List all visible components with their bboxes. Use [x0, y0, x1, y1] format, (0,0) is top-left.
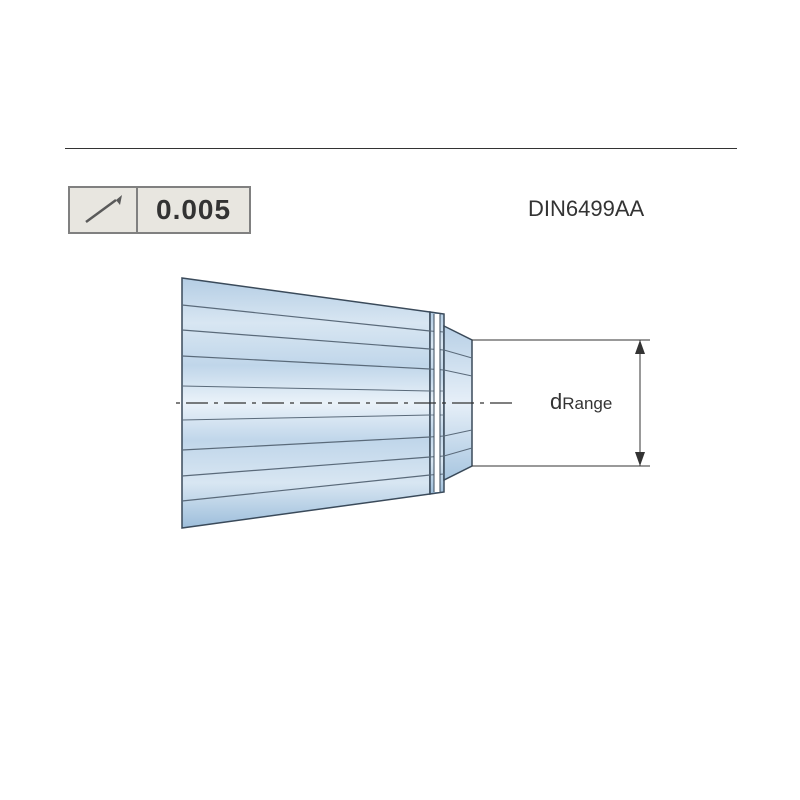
runout-arrow-cell [68, 186, 138, 234]
dim-arrow-top [635, 340, 645, 354]
diagram-container: 0.005 DIN6499AA [0, 0, 800, 800]
runout-spec-box: 0.005 [68, 186, 251, 234]
top-rule [65, 148, 737, 149]
standard-label: DIN6499AA [528, 196, 644, 222]
collet-diagram: dRange [172, 268, 732, 568]
runout-arrow-icon [78, 192, 128, 228]
dim-label-suffix: Range [562, 394, 612, 413]
dim-label-prefix: d [550, 389, 562, 414]
runout-value: 0.005 [138, 186, 251, 234]
dim-label-text: dRange [550, 389, 612, 414]
dim-arrow-bot [635, 452, 645, 466]
